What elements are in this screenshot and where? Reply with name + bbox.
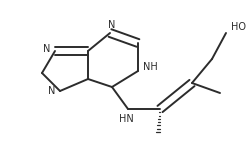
Text: N: N	[48, 86, 56, 96]
Text: N: N	[43, 44, 51, 54]
Text: HO: HO	[230, 22, 246, 32]
Text: HN: HN	[119, 114, 134, 124]
Text: N: N	[108, 20, 116, 30]
Text: NH: NH	[142, 62, 158, 72]
